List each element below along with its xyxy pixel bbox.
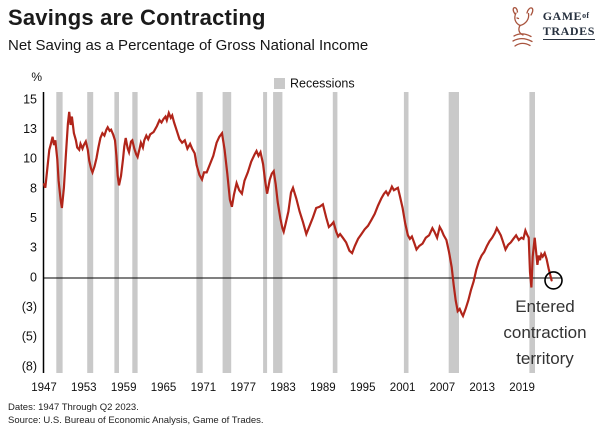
x-axis-tick-label: 2007 [430,382,456,394]
x-axis-tick-label: 1977 [230,382,256,394]
y-axis-tick-label: 10 [23,152,37,166]
end-point-circle [544,271,563,290]
legend-recessions-label: Recessions [290,76,355,90]
logo-wordmark-bottom: Trades [542,24,595,40]
footer-source: Source: U.S. Bureau of Economic Analysis… [8,415,264,426]
y-axis-tick-label: 5 [30,211,37,225]
y-axis-tick-label: (8) [22,359,37,373]
recession-band [196,92,203,373]
y-axis-tick-label: (5) [22,330,37,344]
bull-icon [512,7,534,47]
recession-band [263,92,268,373]
recession-band [56,92,63,373]
x-axis-tick-label: 1953 [71,382,97,394]
x-axis-tick-label: 2001 [390,382,416,394]
page-subtitle: Net Saving as a Percentage of Gross Nati… [8,37,369,54]
recession-band [222,92,232,373]
y-axis-tick-label: 15 [23,92,37,106]
annotation-line: Entered [515,297,575,316]
annotation-line: contraction [503,323,586,342]
x-axis-tick-label: 1965 [151,382,177,394]
y-axis-tick-label: 13 [23,122,37,136]
x-axis-tick-label: 1989 [310,382,336,394]
y-axis-tick-label: 0 [30,270,37,284]
net-saving-line [42,109,553,319]
recession-band [332,92,338,373]
annotation-line: territory [516,349,574,368]
x-axis-tick-label: 1971 [191,382,217,394]
legend-recessions-swatch [274,78,285,89]
y-axis-tick-label: 8 [30,181,37,195]
footer-dates: Dates: 1947 Through Q2 2023. [8,402,139,413]
y-axis-tick-label: (3) [22,300,37,314]
recession-band [448,92,459,373]
chart-footer: Dates: 1947 Through Q2 2023. Source: U.S… [8,401,264,427]
page-title: Savings are Contracting [8,5,266,30]
x-axis-tick-label: 1959 [111,382,137,394]
x-axis-tick-label: 2013 [469,382,495,394]
y-axis-unit-label: % [31,70,42,84]
x-axis-tick-label: 2019 [509,382,535,394]
recession-band [273,92,283,373]
logo-of: of [582,11,590,20]
recession-band [529,92,535,373]
y-axis-tick-label: 3 [30,241,37,255]
x-axis-tick-label: 1983 [270,382,296,394]
recession-band [114,92,119,373]
recession-band [87,92,94,373]
recession-band [132,92,138,373]
x-axis-tick-label: 1995 [350,382,376,394]
x-axis-tick-label: 1947 [31,382,57,394]
